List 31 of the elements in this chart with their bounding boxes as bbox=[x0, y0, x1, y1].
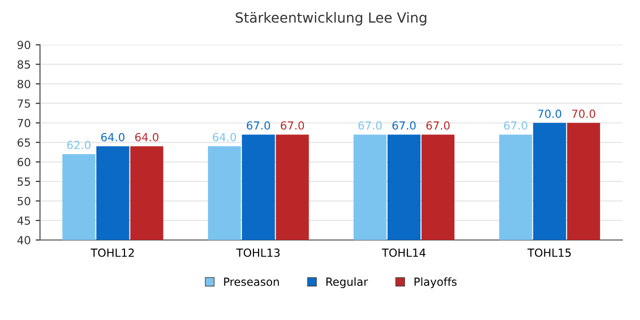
y-tick-label: 70 bbox=[18, 118, 30, 128]
y-tick-label: 60 bbox=[18, 158, 30, 166]
data-label: 67.0 bbox=[392, 121, 416, 130]
data-label: 67.0 bbox=[246, 121, 270, 130]
data-label: 67.0 bbox=[280, 121, 304, 130]
legend-label: Preseason bbox=[224, 278, 279, 286]
y-tick-label: 40 bbox=[17, 236, 30, 244]
data-label: 64.0 bbox=[135, 132, 158, 142]
data-label: 67.0 bbox=[358, 121, 382, 130]
y-tick-label: 90 bbox=[18, 40, 30, 50]
y-tick-label: 45 bbox=[17, 216, 30, 225]
x-tick-label: TOHL14 bbox=[382, 248, 426, 257]
chart-title: Stärkeentwicklung Lee Ving bbox=[236, 12, 426, 26]
data-label: 62.0 bbox=[67, 140, 90, 150]
y-tick-label: 55 bbox=[18, 178, 30, 186]
y-tick-label: 80 bbox=[18, 80, 30, 88]
legend-label: Regular bbox=[326, 277, 368, 288]
legend-label: Playoffs bbox=[414, 277, 457, 288]
data-label: 70.0 bbox=[538, 110, 562, 118]
y-tick-label: 85 bbox=[18, 60, 30, 69]
data-label: 64.0 bbox=[101, 132, 124, 142]
data-label: 67.0 bbox=[426, 121, 450, 130]
data-label: 70.0 bbox=[572, 110, 596, 118]
x-tick-label: TOHL15 bbox=[527, 248, 571, 257]
data-label: 64.0 bbox=[212, 132, 236, 142]
y-tick-label: 50 bbox=[18, 196, 30, 206]
x-tick-label: TOHL12 bbox=[90, 248, 134, 257]
x-tick-label: TOHL13 bbox=[236, 248, 280, 257]
y-tick-label: 75 bbox=[18, 99, 30, 108]
data-label: 67.0 bbox=[504, 121, 528, 130]
y-tick-label: 65 bbox=[18, 138, 30, 147]
